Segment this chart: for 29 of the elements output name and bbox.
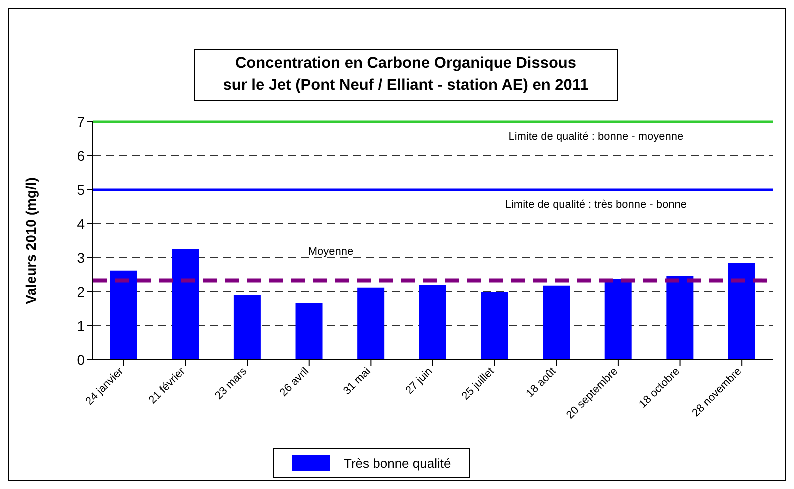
- y-tick-label: 6: [77, 148, 86, 164]
- bar: [358, 288, 385, 360]
- x-tick-label: 27 juin: [404, 366, 436, 398]
- x-tick-label: 31 mai: [341, 366, 374, 398]
- bar: [172, 250, 200, 360]
- y-tick-label: 2: [77, 284, 86, 300]
- x-tick-label: 18 août: [524, 366, 559, 400]
- ref-line-label: Limite de qualité : bonne - moyenne: [508, 131, 684, 143]
- y-tick-label: 1: [77, 318, 86, 334]
- y-tick-label: 5: [77, 182, 86, 198]
- bar: [419, 285, 446, 360]
- y-tick-label: 0: [77, 352, 86, 368]
- ref-line-label: Limite de qualité : très bonne - bonne: [505, 199, 688, 211]
- bar: [481, 292, 508, 360]
- ref-line-label: Moyenne: [308, 246, 354, 258]
- y-tick-label: 7: [77, 114, 86, 130]
- bar: [296, 303, 323, 360]
- bar: [728, 263, 756, 360]
- chart-title: Concentration en Carbone Organique Dissous sur le Jet (Pont Neuf / Elliant - station AE) en 2011: [222, 54, 590, 96]
- bar: [234, 295, 261, 360]
- bar: [543, 286, 570, 360]
- bar: [110, 270, 138, 360]
- legend-label: Très bonne qualité: [344, 456, 452, 470]
- x-tick-label: 26 avril: [278, 366, 312, 400]
- y-tick-label: 3: [77, 250, 86, 266]
- bar: [604, 279, 632, 360]
- y-tick-label: 4: [77, 216, 86, 232]
- bar: [666, 276, 694, 360]
- y-axis-title: Valeurs 2010 (mg/l): [22, 178, 39, 304]
